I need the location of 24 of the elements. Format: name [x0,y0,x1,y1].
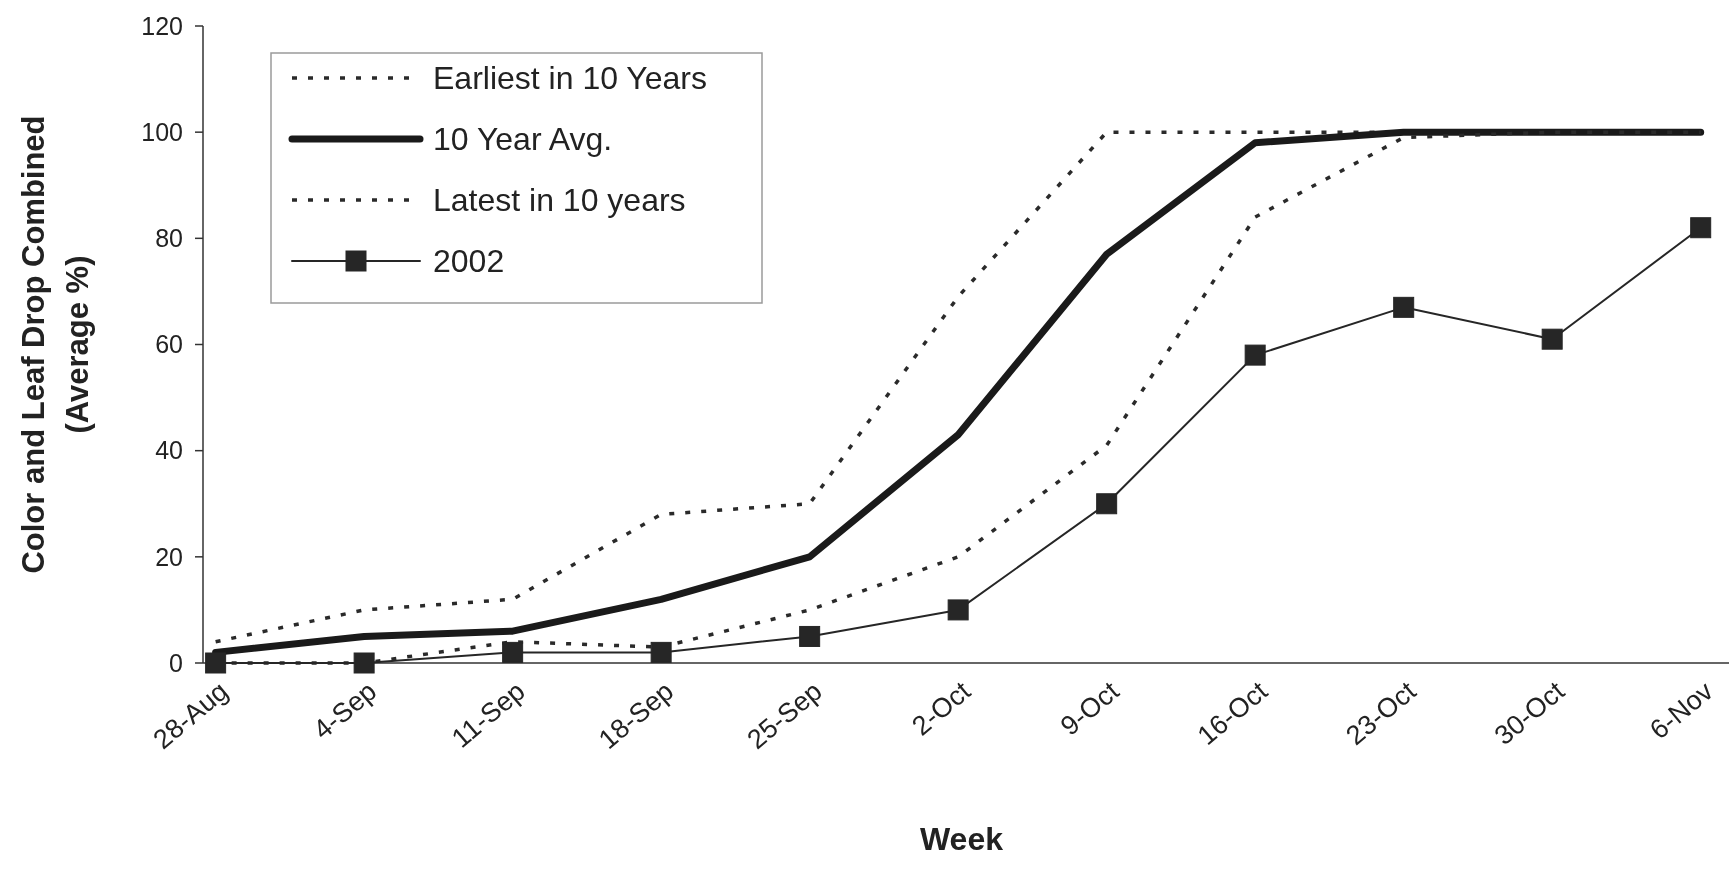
point [799,625,821,647]
legend-label: Latest in 10 years [433,182,686,219]
y-tick-label: 60 [155,330,183,359]
point [1690,217,1712,239]
point [1541,328,1563,350]
point [502,641,524,663]
point [1393,296,1415,318]
y-tick-label: 40 [155,436,183,465]
point [947,599,969,621]
y-axis-title: Color and Leaf Drop Combined (Average %) [15,115,95,574]
y-tick-label: 20 [155,542,183,571]
y-tick-label: 0 [169,648,183,677]
y-tick-label: 80 [155,224,183,253]
y-tick-label: 120 [141,11,183,40]
legend-label: 2002 [433,243,505,280]
point [353,652,375,674]
legend-label: 10 Year Avg. [433,121,613,158]
point [205,652,227,674]
y-tick-label: 100 [141,117,183,146]
point [1096,493,1118,515]
legend-label: Earliest in 10 Years [433,60,707,97]
x-axis-title: Week [919,821,1004,857]
point [650,641,672,663]
point [1244,344,1266,366]
